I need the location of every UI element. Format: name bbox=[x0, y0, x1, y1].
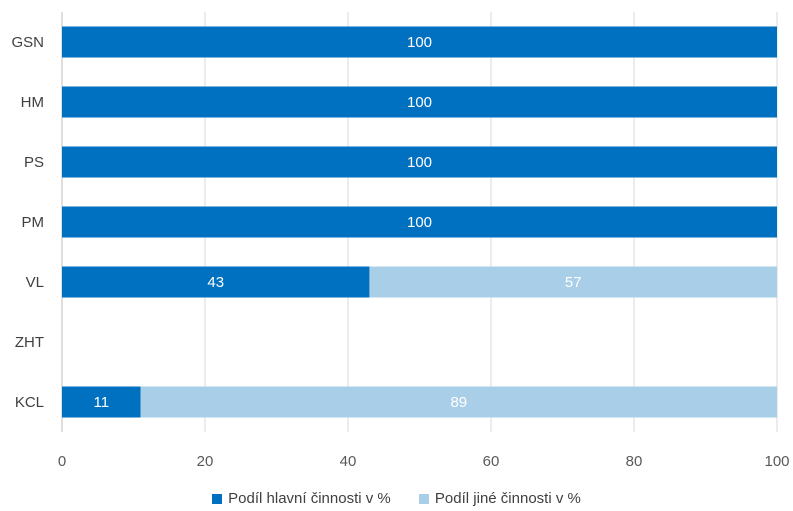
category-labels: GSN HM PS PM VL ZHT KCL bbox=[11, 34, 44, 411]
data-label: 100 bbox=[407, 214, 432, 231]
data-labels: 100 100 100 100 43 57 11 89 bbox=[94, 34, 582, 411]
data-label: 89 bbox=[450, 394, 467, 411]
category-label: VL bbox=[26, 274, 44, 291]
category-label: PM bbox=[22, 214, 45, 231]
bar-segment bbox=[62, 26, 777, 58]
x-tick-label: 40 bbox=[340, 453, 357, 470]
legend-swatch-other bbox=[418, 493, 429, 504]
bar-segment bbox=[62, 86, 777, 118]
bar-segment bbox=[62, 386, 141, 418]
category-label: GSN bbox=[11, 34, 44, 51]
legend-item-other: Podíl jiné činnosti v % bbox=[418, 490, 581, 507]
x-tick-label: 20 bbox=[197, 453, 214, 470]
legend-item-main: Podíl hlavní činnosti v % bbox=[212, 490, 391, 507]
legend: Podíl hlavní činnosti v % Podíl jiné čin… bbox=[0, 490, 793, 508]
category-label: ZHT bbox=[15, 334, 44, 351]
data-label: 100 bbox=[407, 94, 432, 111]
data-label: 100 bbox=[407, 154, 432, 171]
category-label: KCL bbox=[15, 394, 44, 411]
bar-segment bbox=[62, 206, 777, 238]
data-label: 100 bbox=[407, 34, 432, 51]
data-label: 11 bbox=[94, 394, 110, 411]
legend-swatch-main bbox=[212, 493, 223, 504]
legend-label-other: Podíl jiné činnosti v % bbox=[434, 490, 581, 507]
x-tick-label: 100 bbox=[764, 453, 789, 470]
x-tick-label: 60 bbox=[483, 453, 500, 470]
chart-plot: 100 100 100 100 43 57 11 89 GSN HM PS PM VL ZHT KCL 0… bbox=[11, 12, 790, 470]
category-label: HM bbox=[21, 94, 44, 111]
bar-segment bbox=[369, 266, 777, 298]
bar-segment bbox=[62, 266, 370, 298]
data-label: 57 bbox=[565, 274, 582, 291]
legend-label-main: Podíl hlavní činnosti v % bbox=[228, 490, 391, 507]
data-label: 43 bbox=[207, 274, 224, 291]
bar-segment bbox=[140, 386, 777, 418]
x-tick-labels: 0 20 40 60 80 100 bbox=[58, 453, 790, 470]
bars bbox=[62, 26, 777, 418]
x-tick-label: 80 bbox=[626, 453, 643, 470]
x-tick-label: 0 bbox=[58, 453, 66, 470]
category-label: PS bbox=[24, 154, 44, 171]
bar-segment bbox=[62, 146, 777, 178]
